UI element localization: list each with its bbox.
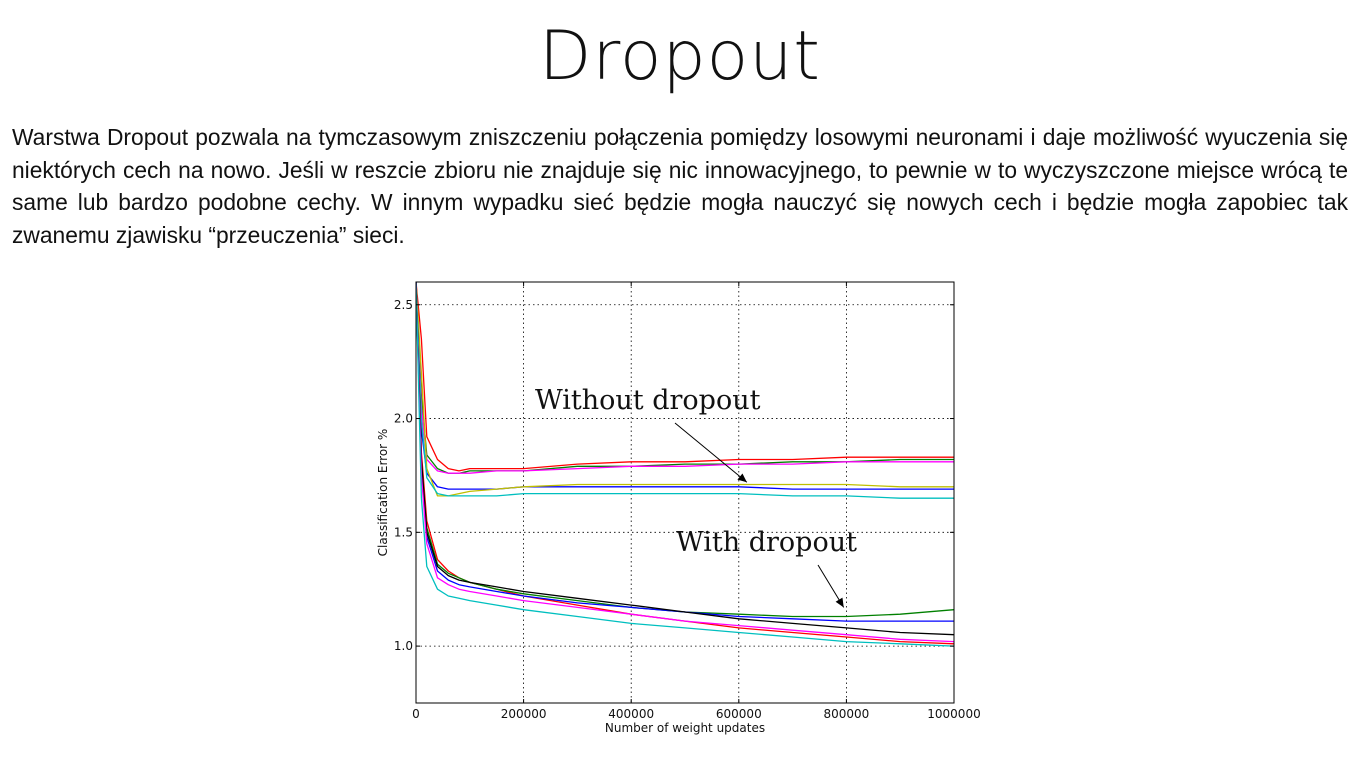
series-line-without-5 bbox=[416, 282, 954, 497]
series-line-with-9 bbox=[416, 282, 954, 622]
series-line-with-12 bbox=[416, 282, 954, 647]
series-line-without-2 bbox=[416, 282, 954, 474]
annotations: Without dropout With dropout bbox=[535, 385, 857, 608]
x-axis-label: Number of weight updates bbox=[605, 721, 765, 735]
series-line-with-8 bbox=[416, 282, 954, 618]
series-line-without-6 bbox=[416, 282, 954, 499]
x-tick-label: 200000 bbox=[501, 707, 547, 721]
x-tick-label: 0 bbox=[412, 707, 420, 721]
y-tick-label: 1.0 bbox=[394, 639, 413, 653]
annotation-label: With dropout bbox=[676, 527, 857, 558]
y-axis-label: Classification Error % bbox=[376, 429, 390, 557]
x-tick-label: 1000000 bbox=[927, 707, 980, 721]
series-line-without-3 bbox=[416, 282, 954, 474]
x-tick-label: 800000 bbox=[823, 707, 869, 721]
series-line-with-11 bbox=[416, 282, 954, 643]
slide-title: Dropout bbox=[539, 17, 821, 96]
x-tick-label: 600000 bbox=[716, 707, 762, 721]
annotation-arrowhead bbox=[835, 597, 844, 608]
annotation-arrowhead bbox=[737, 473, 747, 483]
classification-error-chart: 0 200000 400000 600000 800000 1000000 1.0 1.5 2.… bbox=[376, 281, 981, 735]
y-tick-label: 2.0 bbox=[394, 412, 413, 426]
plot-frame bbox=[415, 281, 955, 704]
body-paragraph: Warstwa Dropout pozwala na tymczasowym z… bbox=[12, 124, 1348, 248]
ticks: 0 200000 400000 600000 800000 1000000 1.0 1.5 2.… bbox=[394, 282, 981, 721]
x-tick-label: 400000 bbox=[608, 707, 654, 721]
chart: 0 200000 400000 600000 800000 1000000 1.0 1.5 2.… bbox=[360, 272, 1000, 752]
series-line-with-10 bbox=[416, 282, 954, 636]
annotation-arrow bbox=[674, 422, 748, 483]
y-tick-label: 2.5 bbox=[394, 298, 413, 312]
y-tick-label: 1.5 bbox=[394, 525, 413, 539]
series-line-without-1 bbox=[416, 282, 954, 472]
series-lines bbox=[416, 282, 954, 647]
annotation-label: Without dropout bbox=[535, 385, 761, 416]
